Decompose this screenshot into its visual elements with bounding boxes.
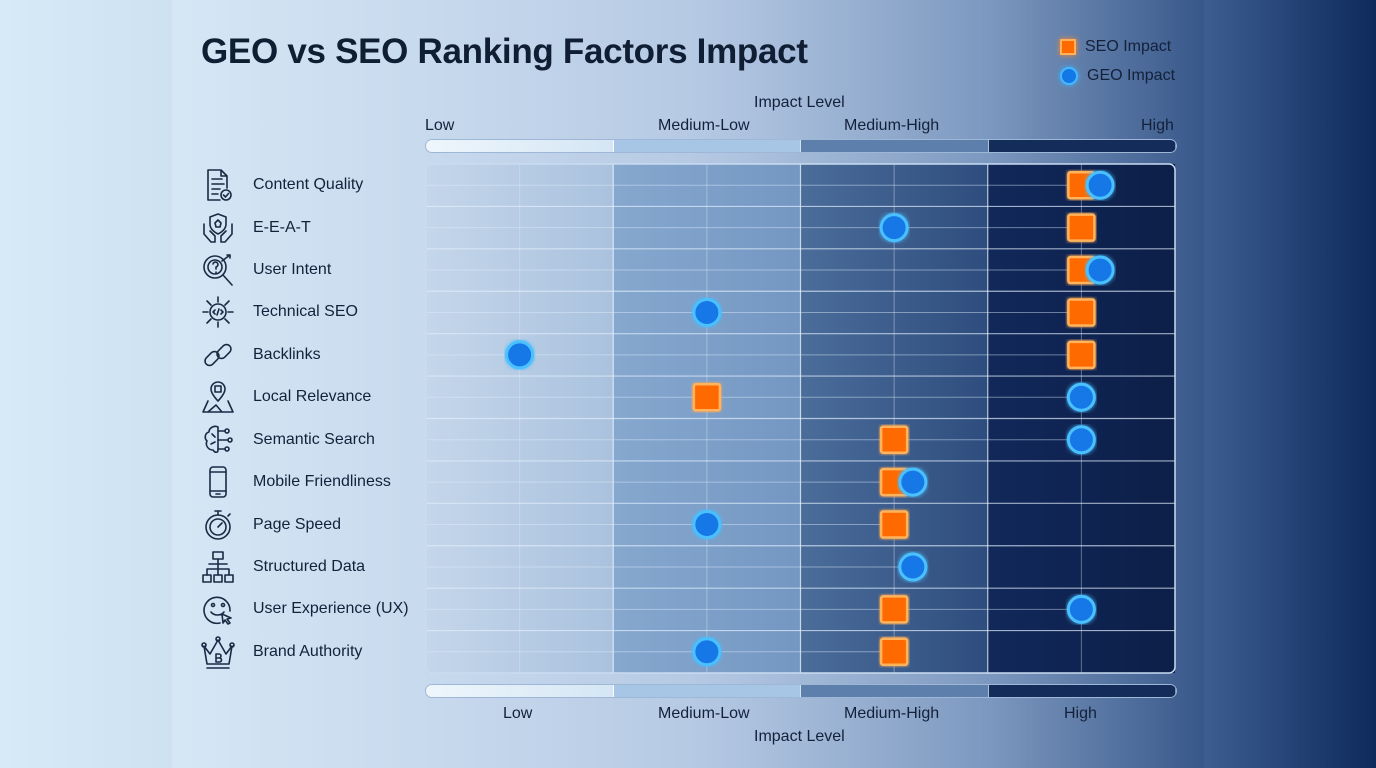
legend-item-seo: SEO Impact (1060, 32, 1175, 61)
top-tick-label: Low (425, 117, 455, 134)
bottom-impact-scale-bar (425, 684, 1177, 698)
legend-item-geo: GEO Impact (1060, 61, 1175, 90)
factor-label-row: User Intent (200, 250, 331, 290)
legend: SEO Impact GEO Impact (1060, 32, 1175, 90)
geo-impact-marker (692, 297, 722, 327)
square-marker-icon (1060, 38, 1076, 55)
factor-label: Brand Authority (253, 642, 363, 660)
shield-hands-icon (203, 212, 233, 243)
factor-label: User Intent (253, 261, 332, 279)
geo-impact-marker (898, 552, 928, 582)
chart-title: GEO vs SEO Ranking Factors Impact (201, 32, 808, 71)
factor-label: Local Relevance (253, 388, 372, 406)
legend-label: SEO Impact (1085, 37, 1172, 55)
factor-label: User Experience (UX) (253, 600, 409, 618)
geo-impact-marker (1085, 170, 1115, 200)
factor-label-row: Brand Authority (200, 632, 362, 672)
factor-label: Structured Data (253, 557, 366, 575)
legend-label: GEO Impact (1087, 66, 1176, 84)
bottom-tick-label: Low (503, 705, 533, 722)
seo-impact-marker (879, 510, 909, 539)
geo-impact-marker (1066, 382, 1096, 412)
factor-label: Page Speed (253, 515, 342, 533)
factor-label: Backlinks (253, 345, 321, 363)
seo-impact-marker (1067, 213, 1096, 242)
factor-label-row: Semantic Search (200, 420, 375, 460)
seo-impact-marker (879, 595, 909, 624)
seo-impact-marker (1067, 340, 1096, 370)
seo-impact-marker (879, 637, 909, 667)
map-pin-icon (202, 381, 234, 414)
chain-link-icon (204, 343, 232, 367)
factor-label-row: Backlinks (200, 335, 321, 375)
bottom-tick-label: Medium-Low (658, 705, 750, 722)
bottom-tick-label: High (1064, 705, 1097, 722)
geo-impact-marker (692, 510, 722, 540)
factor-label-row: Page Speed (200, 505, 341, 545)
plot-border (425, 163, 1176, 674)
sitemap-icon (202, 551, 234, 583)
factor-label: Mobile Friendliness (253, 473, 391, 491)
top-axis-title: Impact Level (754, 94, 845, 111)
geo-impact-marker (505, 340, 535, 370)
factor-label-row: Local Relevance (200, 377, 371, 417)
factor-label-row: Mobile Friendliness (200, 462, 391, 502)
factor-label-row: Content Quality (200, 165, 363, 205)
crown-icon (201, 635, 235, 669)
top-tick-label: Medium-Low (658, 117, 750, 134)
factor-label: Content Quality (253, 176, 364, 194)
seo-impact-marker (879, 425, 909, 454)
stopwatch-icon (205, 509, 231, 540)
factor-label: E-E-A-T (253, 218, 311, 236)
factor-label: Technical SEO (253, 303, 358, 321)
circle-marker-icon (1060, 66, 1078, 85)
factor-label-row: Technical SEO (200, 292, 358, 332)
bottom-tick-label: Medium-High (844, 705, 940, 722)
seo-impact-marker (692, 383, 722, 412)
question-magnifier-icon (203, 254, 233, 286)
geo-impact-marker (879, 213, 909, 243)
factor-label: Semantic Search (253, 430, 375, 448)
top-impact-scale-bar (425, 139, 1177, 153)
smartphone-icon (209, 466, 227, 498)
factor-label-row: User Experience (UX) (200, 589, 409, 629)
geo-impact-marker (692, 637, 722, 667)
factor-label-row: Structured Data (200, 547, 365, 587)
top-tick-label: Medium-High (844, 117, 940, 134)
factor-label-row: E-E-A-T (200, 208, 311, 248)
top-tick-label: High (1141, 117, 1174, 134)
geo-impact-marker (898, 467, 928, 497)
document-check-icon (207, 169, 232, 202)
smiley-cursor-icon (203, 596, 232, 626)
geo-impact-marker (1085, 255, 1115, 285)
geo-impact-marker (1066, 594, 1096, 624)
geo-impact-marker (1066, 425, 1096, 455)
seo-impact-marker (1067, 298, 1096, 327)
brain-network-icon (204, 425, 233, 453)
gear-code-icon (202, 296, 234, 329)
bottom-axis-title: Impact Level (754, 728, 845, 745)
